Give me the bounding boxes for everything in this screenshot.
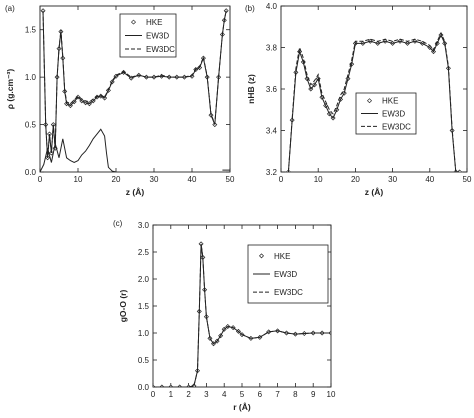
legend-item: HKE <box>367 97 398 106</box>
x-tick-label: 50 <box>463 175 472 184</box>
x-tick-label: 30 <box>150 175 159 184</box>
legend-item: EW3DC <box>125 45 175 54</box>
legend-item: EW3D <box>361 110 405 119</box>
y-tick-label: 1.0 <box>138 329 150 338</box>
legend-label: EW3D <box>274 270 297 279</box>
x-tick-label: 30 <box>388 175 397 184</box>
x-tick-label: 6 <box>258 390 263 399</box>
legend-label: EW3DC <box>146 45 175 54</box>
legend-label: EW3DC <box>274 288 303 297</box>
legend-label: HKE <box>382 97 398 106</box>
x-tick-label: 8 <box>293 390 298 399</box>
panel-label: (a) <box>5 4 15 13</box>
series-ew3dc-line <box>153 243 331 387</box>
legend-label: EW3DC <box>382 122 411 131</box>
legend-item: EW3DC <box>253 288 303 297</box>
y-tick-label: 1.5 <box>25 26 37 35</box>
x-tick-label: 7 <box>275 390 280 399</box>
x-tick-label: 20 <box>112 175 121 184</box>
series-ew3dc-line <box>42 10 227 158</box>
plot-frame <box>39 5 231 173</box>
y-tick-label: 3.4 <box>266 127 278 136</box>
x-tick-label: 0 <box>279 175 284 184</box>
legend-marker <box>259 253 264 259</box>
series-ew3d-line <box>287 33 460 172</box>
chart-panel-1: (a) 0 10 20 30 40 50 0.0 0.5 1.0 1.5 z (Å) ρ (g.cm⁻³… <box>5 4 235 197</box>
legend-item: EW3D <box>253 270 297 279</box>
x-tick-label: 1 <box>169 390 174 399</box>
y-tick-label: 3.2 <box>266 168 278 177</box>
chart-panel-3: (c) 0 1 2 3 4 5 6 7 8 9 10 0.0 0.5 1.0 1.5 2.0 2.5 3.0 r (Å… <box>113 219 336 412</box>
series-group <box>285 31 463 172</box>
y-axis-title: nHB (z) <box>246 74 256 104</box>
x-tick-label: 0 <box>38 175 43 184</box>
x-tick-label: 4 <box>222 390 227 399</box>
x-tick-label: 10 <box>74 175 83 184</box>
legend-label: EW3D <box>382 110 405 119</box>
x-tick-label: 10 <box>327 390 336 399</box>
x-tick-label: 40 <box>425 175 434 184</box>
legend: HKE EW3D EW3DC <box>355 92 417 135</box>
series-unlabeled-line <box>40 128 117 172</box>
x-tick-label: 0 <box>151 390 156 399</box>
legend-item: EW3DC <box>361 122 411 131</box>
y-tick-label: 1.5 <box>138 302 150 311</box>
x-axis-title: z (Å) <box>365 187 384 197</box>
x-tick-label: 10 <box>314 175 323 184</box>
x-axis-title: z (Å) <box>126 187 145 197</box>
panel-label: (c) <box>113 219 123 228</box>
legend-marker <box>131 19 136 25</box>
x-tick-label: 50 <box>226 175 235 184</box>
x-tick-label: 2 <box>186 390 191 399</box>
y-axis-title: ρ (g.cm⁻³) <box>5 69 15 110</box>
y-axis-title: gO-O (r) <box>118 290 128 323</box>
x-tick-label: 20 <box>351 175 360 184</box>
legend-item: HKE <box>259 252 290 261</box>
legend-item: HKE <box>131 18 162 27</box>
series-ew3dc-line <box>287 31 460 172</box>
x-tick-label: 5 <box>240 390 245 399</box>
y-tick-label: 1.0 <box>25 73 37 82</box>
y-tick-label: 3.8 <box>266 44 278 53</box>
y-tick-label: 0.0 <box>138 383 150 392</box>
legend-label: HKE <box>146 18 162 27</box>
y-tick-label: 0.5 <box>25 121 37 130</box>
x-tick-label: 3 <box>204 390 209 399</box>
y-tick-label: 4.0 <box>266 2 278 11</box>
series-group <box>40 8 230 172</box>
legend-item: EW3D <box>125 32 169 41</box>
y-tick-label: 2.0 <box>138 275 150 284</box>
x-tick-label: 9 <box>311 390 316 399</box>
y-tick-label: 0.0 <box>25 168 37 177</box>
legend-marker <box>367 98 372 104</box>
y-tick-label: 3.6 <box>266 85 278 94</box>
x-tick-label: 40 <box>188 175 197 184</box>
panel-label: (b) <box>245 4 255 13</box>
series-group <box>153 241 331 387</box>
x-axis-title: r (Å) <box>233 402 251 412</box>
chart-panel-2: (b) 0 10 20 30 40 50 3.2 3.4 3.6 3.8 4.0 z (Å) nHB (z… <box>245 2 472 197</box>
y-tick-label: 2.5 <box>138 248 150 257</box>
legend-label: EW3D <box>146 32 169 41</box>
legend: HKE EW3D EW3DC <box>247 244 329 304</box>
legend: HKE EW3D EW3DC <box>119 13 177 58</box>
y-tick-label: 3.0 <box>138 221 150 230</box>
y-tick-label: 0.5 <box>138 356 150 365</box>
legend-label: HKE <box>274 252 290 261</box>
